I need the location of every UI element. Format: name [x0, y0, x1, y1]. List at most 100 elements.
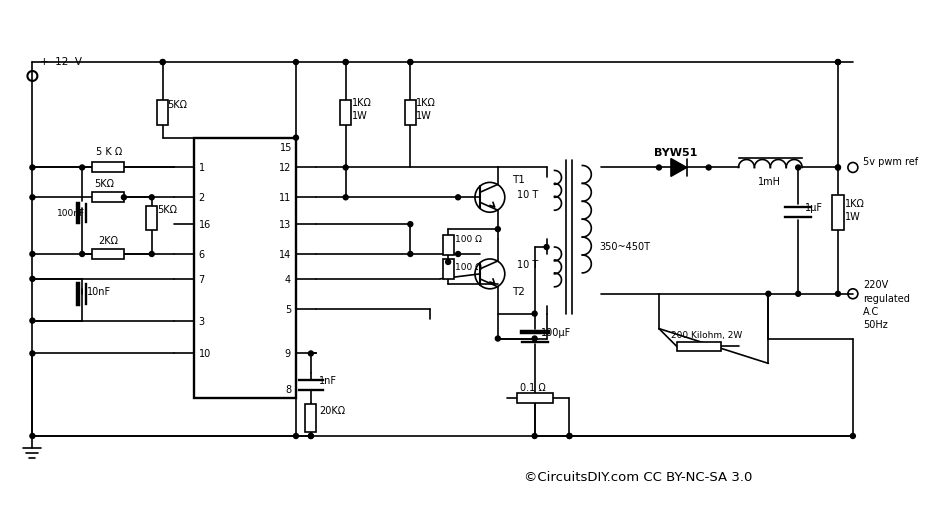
Text: regulated: regulated [863, 293, 910, 303]
Text: 10nF: 10nF [87, 286, 111, 296]
Circle shape [294, 61, 299, 66]
Bar [92, 249, 124, 260]
Text: 0.1 Ω: 0.1 Ω [519, 382, 546, 392]
Text: 100µF: 100µF [541, 327, 571, 337]
Bar [832, 195, 844, 230]
Text: 1KΩ: 1KΩ [417, 97, 436, 108]
Circle shape [149, 252, 154, 257]
Text: 200 Kilohm, 2W: 200 Kilohm, 2W [671, 330, 742, 339]
Text: 11: 11 [279, 193, 291, 203]
Text: 1KΩ: 1KΩ [845, 199, 865, 209]
Circle shape [706, 166, 711, 171]
Circle shape [122, 195, 126, 200]
Circle shape [408, 61, 413, 66]
Circle shape [294, 136, 299, 141]
Text: T2: T2 [512, 286, 525, 296]
Circle shape [836, 61, 841, 66]
Circle shape [344, 61, 348, 66]
Circle shape [160, 61, 165, 66]
Text: 5v pwm ref: 5v pwm ref [863, 157, 918, 167]
Text: 100 Ω: 100 Ω [455, 263, 482, 271]
Text: 4: 4 [285, 274, 291, 284]
Text: 1W: 1W [845, 212, 861, 222]
Text: 3: 3 [198, 316, 205, 326]
Text: 1mH: 1mH [758, 177, 782, 187]
Circle shape [308, 434, 314, 439]
Circle shape [408, 222, 413, 227]
Circle shape [766, 292, 771, 296]
Circle shape [80, 252, 84, 257]
Circle shape [567, 434, 572, 439]
Text: 220V: 220V [863, 279, 888, 289]
Bar [157, 101, 168, 126]
Bar [92, 193, 124, 203]
Text: 1: 1 [198, 163, 205, 173]
Circle shape [30, 166, 35, 171]
Circle shape [446, 260, 450, 265]
Text: 5KΩ: 5KΩ [94, 179, 114, 189]
Circle shape [308, 434, 314, 439]
Circle shape [160, 61, 165, 66]
Circle shape [544, 245, 549, 250]
Bar [92, 163, 124, 173]
Circle shape [456, 252, 461, 257]
Text: 8: 8 [285, 384, 292, 394]
Circle shape [30, 252, 35, 257]
Text: 5 K Ω: 5 K Ω [96, 146, 123, 156]
Text: 1W: 1W [417, 111, 432, 121]
Circle shape [408, 61, 413, 66]
Text: 7: 7 [198, 274, 205, 284]
Circle shape [30, 434, 35, 439]
Text: A.C: A.C [863, 306, 879, 316]
Text: 10 T: 10 T [517, 260, 538, 269]
Circle shape [851, 434, 856, 439]
Circle shape [456, 195, 461, 200]
Circle shape [836, 292, 841, 296]
Bar [194, 138, 296, 398]
Bar [340, 101, 351, 126]
Polygon shape [671, 159, 687, 177]
Text: ©CircuitsDIY.com CC BY-NC-SA 3.0: ©CircuitsDIY.com CC BY-NC-SA 3.0 [524, 471, 753, 483]
Text: 6: 6 [198, 249, 205, 260]
Text: 2KΩ: 2KΩ [98, 236, 118, 245]
Circle shape [796, 292, 800, 296]
Circle shape [30, 319, 35, 324]
Text: 50Hz: 50Hz [863, 319, 887, 329]
Text: 2: 2 [198, 193, 205, 203]
Text: 1W: 1W [352, 111, 368, 121]
Bar [443, 236, 454, 256]
Circle shape [344, 166, 348, 171]
Text: 20KΩ: 20KΩ [319, 406, 345, 415]
Text: 9: 9 [285, 349, 291, 359]
Circle shape [533, 434, 537, 439]
Text: 15: 15 [280, 142, 292, 153]
Circle shape [344, 61, 348, 66]
Text: 1KΩ: 1KΩ [352, 97, 372, 108]
Text: 12: 12 [279, 163, 291, 173]
Circle shape [836, 166, 841, 171]
Bar [146, 207, 157, 231]
Text: 100nF: 100nF [57, 209, 85, 218]
Text: T1: T1 [512, 175, 525, 185]
Text: BYW51: BYW51 [654, 147, 697, 157]
Circle shape [495, 336, 501, 341]
Bar [443, 260, 454, 279]
Text: 1nF: 1nF [319, 376, 337, 385]
Circle shape [408, 252, 413, 257]
Circle shape [495, 227, 501, 232]
Circle shape [149, 195, 154, 200]
Circle shape [567, 434, 572, 439]
Circle shape [294, 434, 299, 439]
Bar [405, 101, 416, 126]
Text: 13: 13 [279, 220, 291, 230]
Bar [517, 393, 552, 403]
Bar [305, 405, 316, 432]
Text: 5KΩ: 5KΩ [168, 99, 187, 110]
Text: 5KΩ: 5KΩ [156, 205, 177, 215]
Circle shape [836, 61, 841, 66]
Text: 5: 5 [285, 304, 291, 314]
Circle shape [656, 166, 662, 171]
Circle shape [30, 195, 35, 200]
Text: 14: 14 [279, 249, 291, 260]
Text: 10 T: 10 T [517, 190, 538, 200]
